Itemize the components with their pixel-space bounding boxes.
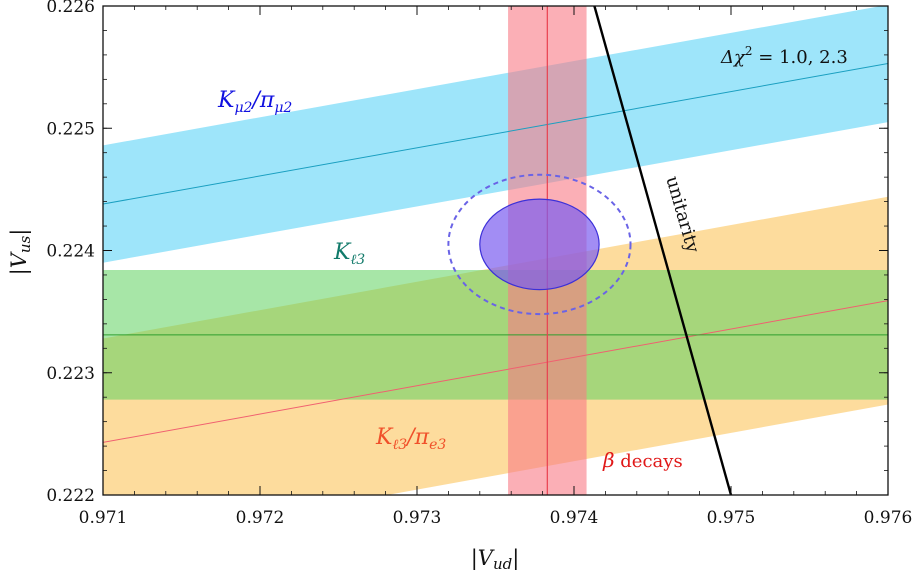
label-kmu2-pimu2: Kμ2/πμ2 [217,88,292,116]
label-beta-decays: β decays [602,448,683,472]
y-axis-label: |Vus| [7,229,34,276]
ellipse-outer [447,173,632,316]
y-tick-label: 0.226 [46,0,95,17]
y-tick-label: 0.224 [46,242,95,262]
band-kmu2-pimu2 [103,6,888,263]
x-tick-label: 0.973 [393,508,442,528]
x-tick-label: 0.971 [79,508,128,528]
x-tick-label: 0.975 [707,508,756,528]
x-tick-label: 0.974 [550,508,599,528]
unitarity-line [593,6,733,495]
x-tick-label: 0.976 [864,508,913,528]
label-delta-chi2: Δχ2 = 1.0, 2.3 [720,44,848,68]
y-tick-label: 0.223 [46,364,95,384]
y-tick-label: 0.225 [46,119,95,139]
band-center-kmu2-pimu2 [103,62,888,205]
ellipse-inner [479,198,600,291]
band-center-kl3-pie3 [103,300,888,443]
x-tick-label: 0.972 [236,508,285,528]
y-tick-label: 0.222 [46,486,95,506]
x-axis-label: |Vud| [471,546,520,573]
label-kl3: Kℓ3 [333,240,365,268]
